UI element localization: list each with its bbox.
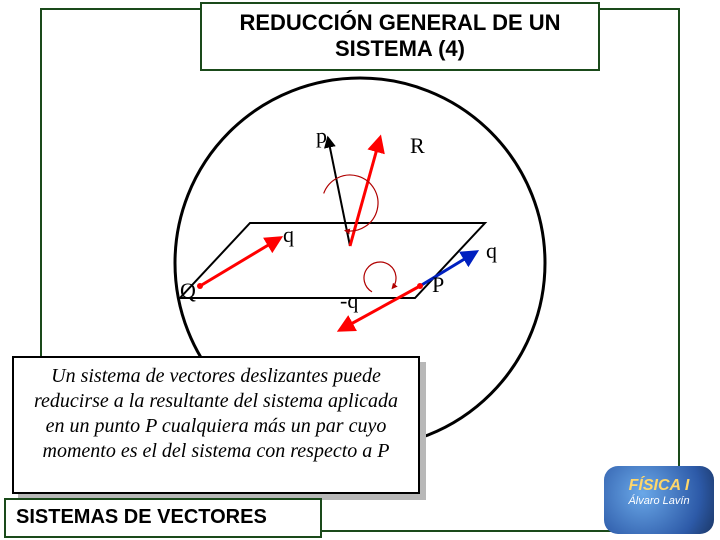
vector-neg-q-label: -q <box>340 288 358 313</box>
logo-line1: FÍSICA I <box>604 476 714 495</box>
course-logo: FÍSICA I Álvaro Lavín <box>604 466 714 534</box>
description-text: Un sistema de vectores deslizantes puede… <box>12 356 420 494</box>
vector-p <box>328 138 350 246</box>
vector-R-label: R <box>410 133 425 158</box>
point-P <box>417 283 423 289</box>
vector-p-label: p <box>316 123 327 148</box>
point-Q-label: Q <box>180 278 196 303</box>
vector-q-left <box>200 238 280 286</box>
point-Q <box>197 283 203 289</box>
logo-line2: Álvaro Lavín <box>604 495 714 508</box>
vector-q-left-label: q <box>283 222 294 247</box>
couple-arc <box>364 262 396 292</box>
vector-q-top <box>420 252 476 286</box>
footer-label: SISTEMAS DE VECTORES <box>4 498 322 538</box>
slide-title: REDUCCIÓN GENERAL DE UN SISTEMA (4) <box>200 2 600 71</box>
vector-q-top-label: q <box>486 238 497 263</box>
point-P-label: P <box>432 272 444 297</box>
